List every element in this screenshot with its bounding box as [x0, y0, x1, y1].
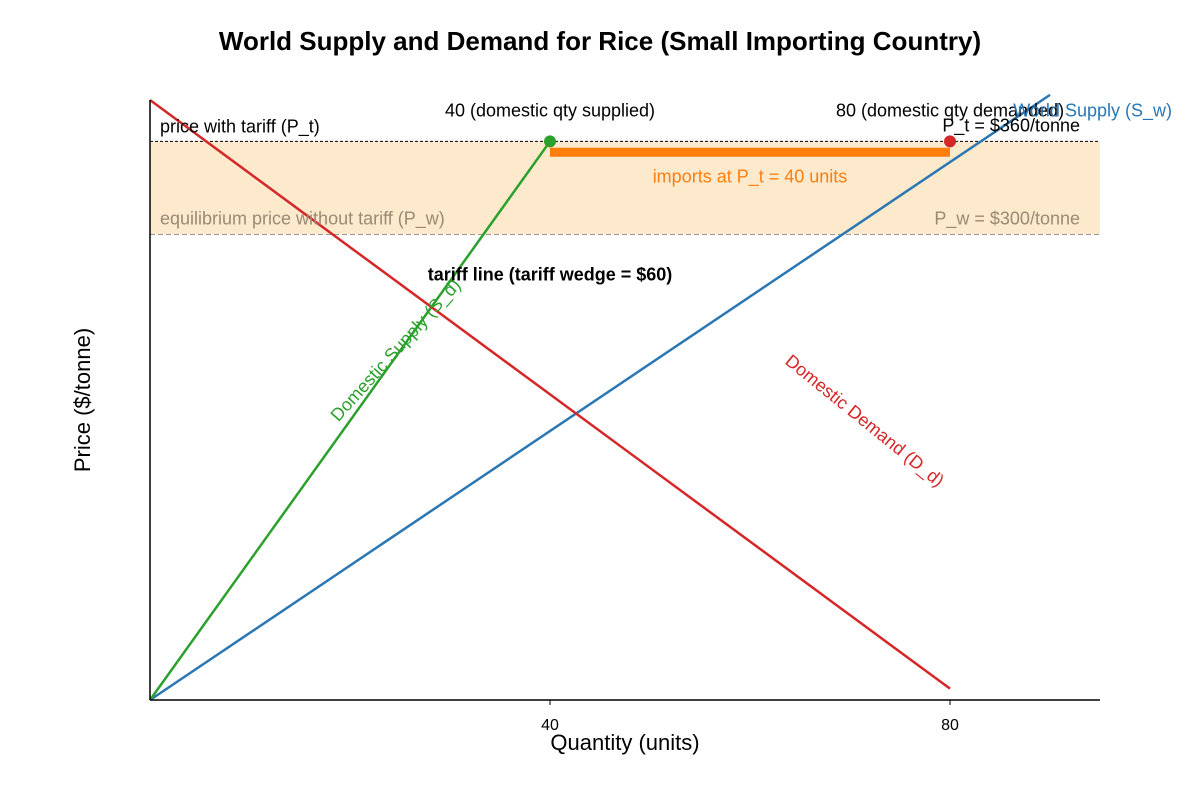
point-label-0: 40 (domestic qty supplied) [445, 100, 655, 120]
series-line-0 [149, 93, 1051, 702]
point-label-1: 80 (domestic qty demanded) [836, 100, 1064, 120]
p-t-label-right: P_t = $360/tonne [942, 115, 1080, 136]
point-0 [544, 135, 556, 148]
series-line-1 [148, 140, 552, 701]
p-t-label-left: price with tariff (P_t) [160, 116, 320, 137]
tariff-band-label: tariff line (tariff wedge = $60) [428, 265, 673, 285]
x-tick-label-1: 80 [941, 717, 959, 734]
y-axis-label: Price ($/tonne) [70, 328, 95, 472]
series-line-2 [149, 98, 951, 690]
p-w-label-right: P_w = $300/tonne [934, 209, 1080, 230]
series-label-domestic-supply: Domestic Supply (S_d) [327, 275, 466, 426]
tariff-band [150, 141, 1100, 235]
imports-label: imports at P_t = 40 units [653, 166, 848, 187]
chart-title: World Supply and Demand for Rice (Small … [219, 26, 981, 56]
series-label-world-supply: World Supply (S_w) [1013, 100, 1172, 121]
p-w-label-left: equilibrium price without tariff (P_w) [160, 209, 445, 230]
x-axis-label: Quantity (units) [550, 730, 699, 755]
x-tick-label-0: 40 [541, 717, 559, 734]
series-label-domestic-demand: Domestic Demand (D_d) [781, 351, 948, 492]
point-1 [944, 135, 956, 148]
